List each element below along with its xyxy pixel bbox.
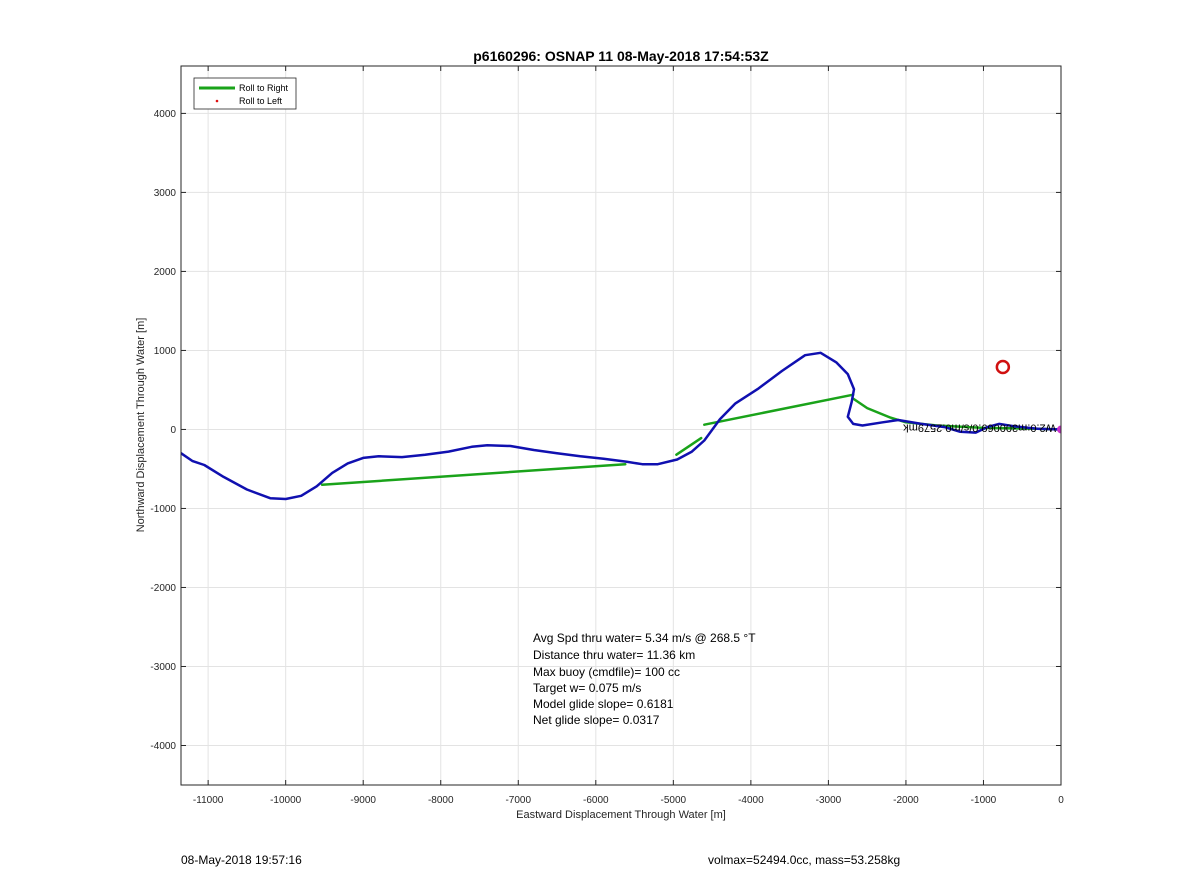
upside-down-label: W2.0:m300069.0/s/m0.2579mk	[903, 422, 1056, 434]
x-tick-label: -9000	[350, 795, 376, 806]
stats-block: Avg Spd thru water= 5.34 m/s @ 268.5 °T …	[533, 631, 756, 727]
ticks: -11000 -10000 -9000 -8000 -7000 -6000 -5000 -40…	[150, 66, 1064, 806]
footer-date: 08-May-2018 19:57:16	[181, 853, 302, 867]
y-tick-label: -1000	[150, 504, 176, 515]
y-tick-label: 3000	[154, 188, 177, 199]
y-tick-label: -2000	[150, 583, 176, 594]
series-line-roll-right	[320, 462, 627, 487]
series-line-roll-right	[703, 393, 855, 426]
end-marker	[1057, 425, 1061, 434]
axes-box	[180, 65, 1062, 786]
x-tick-label: -5000	[661, 795, 687, 806]
x-tick-label: -2000	[893, 795, 919, 806]
y-tick-label: -4000	[150, 741, 176, 752]
stat-net-glide: Net glide slope= 0.0317	[533, 713, 660, 727]
y-tick-label: 4000	[154, 109, 177, 120]
x-axis-label: Eastward Displacement Through Water [m]	[516, 809, 726, 821]
grid	[181, 66, 1062, 785]
y-tick-label: 1000	[154, 346, 177, 357]
y-tick-label: 0	[170, 425, 176, 436]
legend-swatch-roll-left	[215, 99, 219, 103]
stat-model-glide: Model glide slope= 0.6181	[533, 697, 674, 711]
y-tick-label: -3000	[150, 662, 176, 673]
x-tick-label: 0	[1058, 795, 1064, 806]
legend-label-roll-left: Roll to Left	[239, 96, 283, 106]
legend-label-roll-right: Roll to Right	[239, 83, 289, 93]
series-layer: W2.0:m300069.0/s/m0.2579mk	[181, 351, 1061, 501]
x-tick-label: -4000	[738, 795, 764, 806]
legend-box	[193, 77, 297, 110]
plot-clip: W2.0:m300069.0/s/m0.2579mk	[181, 351, 1061, 501]
series-line-roll-right	[675, 436, 703, 456]
y-tick-label: 2000	[154, 267, 177, 278]
x-tick-label: -3000	[816, 795, 842, 806]
stat-avg-speed: Avg Spd thru water= 5.34 m/s @ 268.5 °T	[533, 631, 756, 645]
legend: Roll to Right Roll to Left	[193, 77, 297, 110]
x-tick-label: -6000	[583, 795, 609, 806]
x-tick-label: -7000	[505, 795, 531, 806]
chart-title: p6160296: OSNAP 11 08-May-2018 17:54:53Z	[473, 48, 769, 64]
y-axis-label: Northward Displacement Through Water [m]	[135, 318, 147, 533]
footer-mass: volmax=52494.0cc, mass=53.258kg	[708, 853, 900, 867]
stat-distance: Distance thru water= 11.36 km	[533, 648, 695, 662]
stat-max-buoy: Max buoy (cmdfile)= 100 cc	[533, 665, 680, 679]
stat-target-w: Target w= 0.075 m/s	[533, 681, 641, 695]
series-line-track	[181, 351, 1061, 501]
x-tick-label: -10000	[270, 795, 302, 806]
red-circle-marker	[995, 359, 1011, 375]
x-tick-label: -8000	[428, 795, 454, 806]
plot-area	[181, 66, 1061, 785]
x-tick-label: -1000	[971, 795, 997, 806]
x-tick-label: -11000	[193, 795, 224, 806]
